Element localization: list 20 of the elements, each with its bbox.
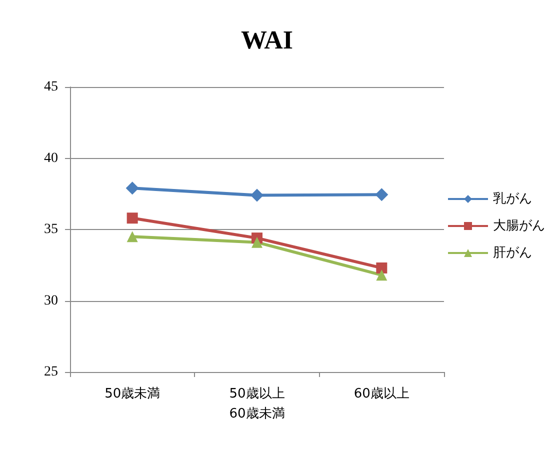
x-tick-label: 50歳未満 <box>104 386 160 402</box>
point <box>126 182 139 195</box>
x-tick-label: 50歳以上 60歳未満 <box>229 386 285 422</box>
x-tick-label: 60歳以上 <box>354 386 410 402</box>
point <box>375 188 388 202</box>
y-tick-label: 45 <box>44 80 58 94</box>
point <box>252 236 262 248</box>
point <box>126 231 138 242</box>
point <box>126 212 138 224</box>
legend-label: 肝がん <box>493 246 532 260</box>
legend-label: 乳がん <box>493 192 532 206</box>
chart-title: WAI <box>240 26 294 54</box>
y-tick-label: 25 <box>44 364 58 380</box>
point <box>250 188 264 202</box>
y-tick-label: 40 <box>44 150 58 166</box>
point <box>376 262 388 274</box>
point <box>376 270 388 281</box>
legend-label: 大腸がん <box>493 218 545 234</box>
y-tick-label: 30 <box>44 293 58 308</box>
y-tick-label: 35 <box>44 222 58 237</box>
